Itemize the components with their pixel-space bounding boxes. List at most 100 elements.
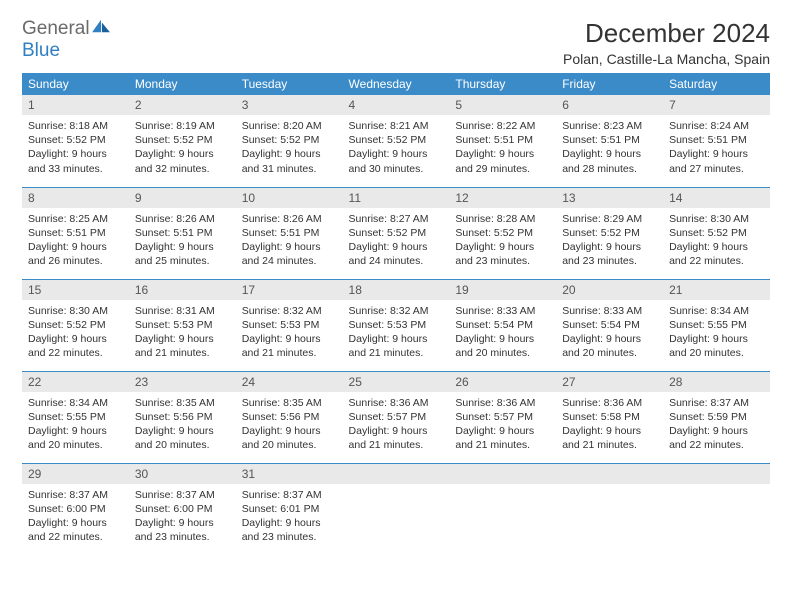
weekday-header: Monday (129, 73, 236, 95)
weekday-header: Wednesday (343, 73, 450, 95)
sunset-line: Sunset: 5:52 PM (669, 226, 764, 240)
location-line: Polan, Castille-La Mancha, Spain (563, 51, 770, 67)
daylight-line: Daylight: 9 hours and 24 minutes. (349, 240, 444, 268)
sunrise-line: Sunrise: 8:22 AM (455, 119, 550, 133)
sunset-line: Sunset: 5:58 PM (562, 410, 657, 424)
sunrise-line: Sunrise: 8:34 AM (669, 304, 764, 318)
day-number: 3 (236, 95, 343, 115)
calendar-cell: 12Sunrise: 8:28 AMSunset: 5:52 PMDayligh… (449, 187, 556, 279)
calendar-cell: 23Sunrise: 8:35 AMSunset: 5:56 PMDayligh… (129, 371, 236, 463)
sunrise-line: Sunrise: 8:37 AM (242, 488, 337, 502)
sunrise-line: Sunrise: 8:37 AM (28, 488, 123, 502)
calendar-cell: 21Sunrise: 8:34 AMSunset: 5:55 PMDayligh… (663, 279, 770, 371)
daylight-line: Daylight: 9 hours and 20 minutes. (669, 332, 764, 360)
sunrise-line: Sunrise: 8:27 AM (349, 212, 444, 226)
sunrise-line: Sunrise: 8:35 AM (242, 396, 337, 410)
calendar-cell-empty (449, 463, 556, 555)
day-number: 24 (236, 372, 343, 392)
daylight-line: Daylight: 9 hours and 21 minutes. (349, 332, 444, 360)
daylight-line: Daylight: 9 hours and 21 minutes. (135, 332, 230, 360)
sunset-line: Sunset: 6:00 PM (135, 502, 230, 516)
calendar-header-row: Sunday Monday Tuesday Wednesday Thursday… (22, 73, 770, 95)
day-details: Sunrise: 8:37 AMSunset: 6:00 PMDaylight:… (129, 484, 236, 551)
calendar-cell: 14Sunrise: 8:30 AMSunset: 5:52 PMDayligh… (663, 187, 770, 279)
day-details: Sunrise: 8:35 AMSunset: 5:56 PMDaylight:… (129, 392, 236, 459)
day-number: 31 (236, 464, 343, 484)
header: General Blue December 2024 Polan, Castil… (22, 18, 770, 67)
day-number: 29 (22, 464, 129, 484)
day-details: Sunrise: 8:28 AMSunset: 5:52 PMDaylight:… (449, 208, 556, 275)
sunset-line: Sunset: 5:52 PM (455, 226, 550, 240)
sunset-line: Sunset: 5:55 PM (669, 318, 764, 332)
calendar-cell: 24 Sunrise: 8:35 AMSunset: 5:56 PMDayligh… (236, 371, 343, 463)
daylight-line: Daylight: 9 hours and 25 minutes. (135, 240, 230, 268)
daylight-line: Daylight: 9 hours and 26 minutes. (28, 240, 123, 268)
sunset-line: Sunset: 5:52 PM (135, 133, 230, 147)
calendar-cell: 26Sunrise: 8:36 AMSunset: 5:57 PMDayligh… (449, 371, 556, 463)
sunset-line: Sunset: 5:51 PM (562, 133, 657, 147)
day-number: 28 (663, 372, 770, 392)
logo-word-2: Blue (22, 40, 60, 61)
day-details: Sunrise: 8:26 AMSunset: 5:51 PMDaylight:… (236, 208, 343, 275)
calendar-cell: 18Sunrise: 8:32 AMSunset: 5:53 PMDayligh… (343, 279, 450, 371)
daylight-line: Daylight: 9 hours and 22 minutes. (669, 240, 764, 268)
sunset-line: Sunset: 5:51 PM (669, 133, 764, 147)
day-number: 1 (22, 95, 129, 115)
daylight-line: Daylight: 9 hours and 20 minutes. (455, 332, 550, 360)
day-details: Sunrise: 8:19 AMSunset: 5:52 PMDaylight:… (129, 115, 236, 182)
weekday-header: Tuesday (236, 73, 343, 95)
day-details: Sunrise: 8:20 AMSunset: 5:52 PMDaylight:… (236, 115, 343, 182)
day-details: Sunrise: 8:29 AMSunset: 5:52 PMDaylight:… (556, 208, 663, 275)
day-number: 25 (343, 372, 450, 392)
day-details: Sunrise: 8:24 AMSunset: 5:51 PMDaylight:… (663, 115, 770, 182)
day-details: Sunrise: 8:30 AMSunset: 5:52 PMDaylight:… (663, 208, 770, 275)
calendar-cell: 28Sunrise: 8:37 AMSunset: 5:59 PMDayligh… (663, 371, 770, 463)
day-number: 30 (129, 464, 236, 484)
day-details: Sunrise: 8:37 AMSunset: 6:00 PMDaylight:… (22, 484, 129, 551)
sunset-line: Sunset: 5:54 PM (562, 318, 657, 332)
day-details: Sunrise: 8:33 AMSunset: 5:54 PMDaylight:… (556, 300, 663, 367)
sunset-line: Sunset: 5:55 PM (28, 410, 123, 424)
calendar-cell: 17Sunrise: 8:32 AMSunset: 5:53 PMDayligh… (236, 279, 343, 371)
day-details: Sunrise: 8:23 AMSunset: 5:51 PMDaylight:… (556, 115, 663, 182)
sunset-line: Sunset: 5:52 PM (349, 226, 444, 240)
calendar-cell: 3Sunrise: 8:20 AMSunset: 5:52 PMDaylight… (236, 95, 343, 187)
sunrise-line: Sunrise: 8:25 AM (28, 212, 123, 226)
sunrise-line: Sunrise: 8:32 AM (242, 304, 337, 318)
day-number: 6 (556, 95, 663, 115)
calendar-cell: 4Sunrise: 8:21 AMSunset: 5:52 PMDaylight… (343, 95, 450, 187)
sunrise-line: Sunrise: 8:37 AM (135, 488, 230, 502)
sunrise-line: Sunrise: 8:28 AM (455, 212, 550, 226)
sunrise-line: Sunrise: 8:35 AM (135, 396, 230, 410)
sunrise-line: Sunrise: 8:36 AM (562, 396, 657, 410)
day-number: 13 (556, 188, 663, 208)
calendar-cell: 29Sunrise: 8:37 AMSunset: 6:00 PMDayligh… (22, 463, 129, 555)
page-title: December 2024 (563, 18, 770, 49)
day-details: Sunrise: 8:30 AMSunset: 5:52 PMDaylight:… (22, 300, 129, 367)
calendar-cell: 9Sunrise: 8:26 AMSunset: 5:51 PMDaylight… (129, 187, 236, 279)
daylight-line: Daylight: 9 hours and 20 minutes. (28, 424, 123, 452)
sunrise-line: Sunrise: 8:21 AM (349, 119, 444, 133)
sunset-line: Sunset: 5:53 PM (135, 318, 230, 332)
daylight-line: Daylight: 9 hours and 33 minutes. (28, 147, 123, 175)
day-number: 27 (556, 372, 663, 392)
daylight-line: Daylight: 9 hours and 21 minutes. (455, 424, 550, 452)
calendar-cell-empty (343, 463, 450, 555)
sunset-line: Sunset: 5:56 PM (242, 410, 337, 424)
calendar-cell: 30Sunrise: 8:37 AMSunset: 6:00 PMDayligh… (129, 463, 236, 555)
day-details: Sunrise: 8:36 AMSunset: 5:58 PMDaylight:… (556, 392, 663, 459)
sunrise-line: Sunrise: 8:24 AM (669, 119, 764, 133)
sunset-line: Sunset: 5:57 PM (349, 410, 444, 424)
daylight-line: Daylight: 9 hours and 21 minutes. (349, 424, 444, 452)
day-details: Sunrise: 8:26 AMSunset: 5:51 PMDaylight:… (129, 208, 236, 275)
sunrise-line: Sunrise: 8:34 AM (28, 396, 123, 410)
sunset-line: Sunset: 5:51 PM (455, 133, 550, 147)
day-details: Sunrise: 8:34 AMSunset: 5:55 PMDaylight:… (663, 300, 770, 367)
daylight-line: Daylight: 9 hours and 20 minutes. (242, 424, 337, 452)
day-number: 22 (22, 372, 129, 392)
daylight-line: Daylight: 9 hours and 24 minutes. (242, 240, 337, 268)
daylight-line: Daylight: 9 hours and 22 minutes. (669, 424, 764, 452)
day-details: Sunrise: 8:27 AMSunset: 5:52 PMDaylight:… (343, 208, 450, 275)
day-details: Sunrise: 8:18 AMSunset: 5:52 PMDaylight:… (22, 115, 129, 182)
sunrise-line: Sunrise: 8:23 AM (562, 119, 657, 133)
